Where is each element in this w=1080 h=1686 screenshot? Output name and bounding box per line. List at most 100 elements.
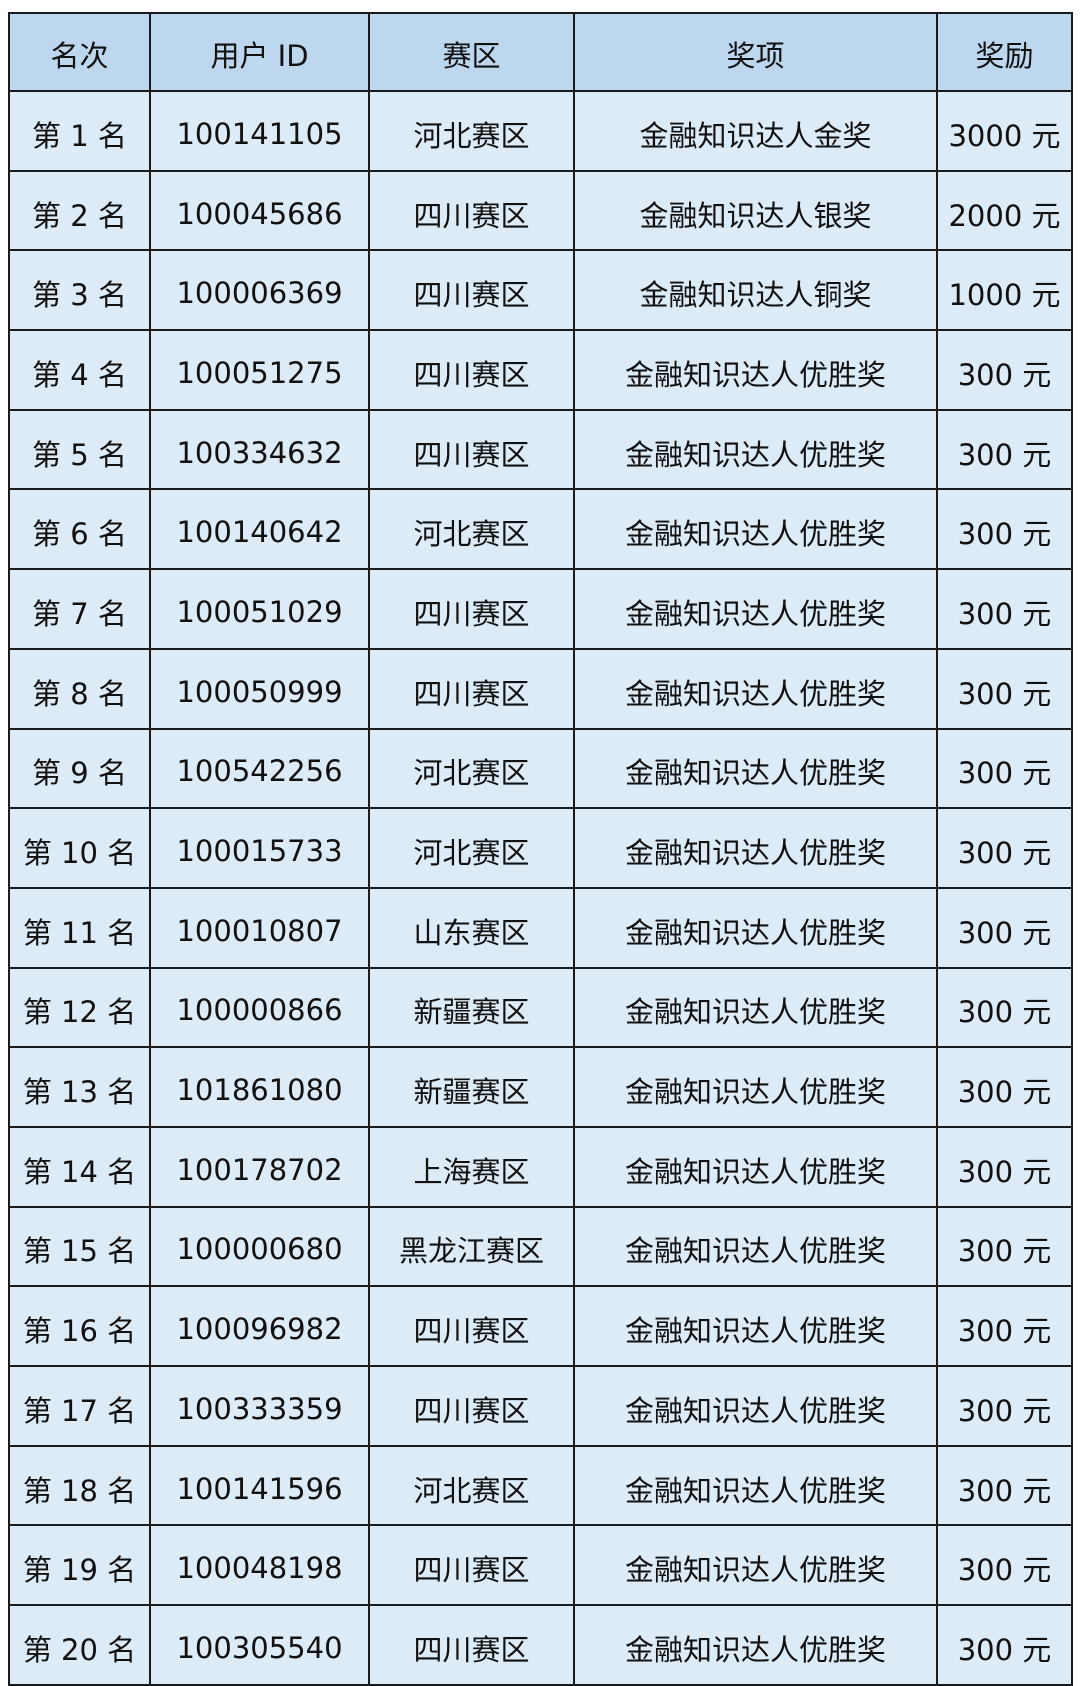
prize-cell: 2000 元: [936, 169, 1073, 252]
user-id-cell: 100006369: [149, 249, 370, 332]
header-row: 名次 用户 ID 赛区 奖项 奖励: [8, 12, 1073, 92]
award-cell: 金融知识达人金奖: [573, 90, 938, 172]
prize-cell: 300 元: [936, 1205, 1073, 1288]
ranking-table: 名次 用户 ID 赛区 奖项 奖励 第 1 名 100141105 河北赛区 金融知识…: [8, 12, 1073, 1686]
table-row: 第 17 名 100333359 四川赛区 金融知识达人优胜奖 300 元: [8, 1365, 1073, 1447]
region-cell: 四川赛区: [368, 1604, 575, 1686]
award-cell: 金融知识达人银奖: [573, 169, 938, 252]
rank-cell: 第 2 名: [8, 169, 151, 252]
rank-cell: 第 5 名: [8, 408, 151, 491]
award-cell: 金融知识达人优胜奖: [573, 886, 938, 969]
user-id-cell: 100051275: [149, 329, 370, 411]
prize-cell: 300 元: [936, 966, 1073, 1049]
table-row: 第 12 名 100000866 新疆赛区 金融知识达人优胜奖 300 元: [8, 966, 1073, 1049]
table-body: 第 1 名 100141105 河北赛区 金融知识达人金奖 3000 元第 2 名 100…: [8, 90, 1073, 1686]
table-row: 第 6 名 100140642 河北赛区 金融知识达人优胜奖 300 元: [8, 488, 1073, 571]
region-cell: 四川赛区: [368, 408, 575, 491]
user-id-cell: 100015733: [149, 807, 370, 889]
award-cell: 金融知识达人优胜奖: [573, 1046, 938, 1128]
prize-cell: 300 元: [936, 1604, 1073, 1686]
table-row: 第 7 名 100051029 四川赛区 金融知识达人优胜奖 300 元: [8, 568, 1073, 650]
header-award: 奖项: [573, 12, 938, 92]
table-row: 第 5 名 100334632 四川赛区 金融知识达人优胜奖 300 元: [8, 408, 1073, 491]
header-rank: 名次: [8, 12, 151, 92]
region-cell: 新疆赛区: [368, 1046, 575, 1128]
prize-cell: 300 元: [936, 1524, 1073, 1607]
rank-cell: 第 11 名: [8, 886, 151, 969]
rank-cell: 第 18 名: [8, 1444, 151, 1527]
table-row: 第 16 名 100096982 四川赛区 金融知识达人优胜奖 300 元: [8, 1285, 1073, 1367]
award-cell: 金融知识达人优胜奖: [573, 1444, 938, 1527]
region-cell: 河北赛区: [368, 1444, 575, 1527]
rank-cell: 第 7 名: [8, 568, 151, 650]
award-cell: 金融知识达人优胜奖: [573, 1604, 938, 1686]
user-id-cell: 100178702: [149, 1125, 370, 1208]
award-cell: 金融知识达人优胜奖: [573, 647, 938, 730]
user-id-cell: 100140642: [149, 488, 370, 571]
prize-cell: 300 元: [936, 807, 1073, 889]
award-cell: 金融知识达人优胜奖: [573, 1285, 938, 1367]
rank-cell: 第 12 名: [8, 966, 151, 1049]
rank-cell: 第 15 名: [8, 1205, 151, 1288]
rank-cell: 第 6 名: [8, 488, 151, 571]
region-cell: 新疆赛区: [368, 966, 575, 1049]
rank-cell: 第 17 名: [8, 1365, 151, 1447]
award-cell: 金融知识达人优胜奖: [573, 1205, 938, 1288]
award-cell: 金融知识达人优胜奖: [573, 568, 938, 650]
region-cell: 四川赛区: [368, 169, 575, 252]
award-cell: 金融知识达人铜奖: [573, 249, 938, 332]
prize-cell: 300 元: [936, 647, 1073, 730]
prize-cell: 300 元: [936, 1285, 1073, 1367]
table-row: 第 3 名 100006369 四川赛区 金融知识达人铜奖 1000 元: [8, 249, 1073, 332]
prize-cell: 300 元: [936, 727, 1073, 810]
region-cell: 山东赛区: [368, 886, 575, 969]
rank-cell: 第 3 名: [8, 249, 151, 332]
table-row: 第 9 名 100542256 河北赛区 金融知识达人优胜奖 300 元: [8, 727, 1073, 810]
rank-cell: 第 1 名: [8, 90, 151, 172]
prize-cell: 300 元: [936, 408, 1073, 491]
prize-cell: 300 元: [936, 886, 1073, 969]
award-cell: 金融知识达人优胜奖: [573, 488, 938, 571]
prize-cell: 300 元: [936, 1046, 1073, 1128]
user-id-cell: 101861080: [149, 1046, 370, 1128]
award-cell: 金融知识达人优胜奖: [573, 1524, 938, 1607]
user-id-cell: 100141105: [149, 90, 370, 172]
table-row: 第 1 名 100141105 河北赛区 金融知识达人金奖 3000 元: [8, 90, 1073, 172]
table-row: 第 20 名 100305540 四川赛区 金融知识达人优胜奖 300 元: [8, 1604, 1073, 1686]
region-cell: 四川赛区: [368, 647, 575, 730]
user-id-cell: 100051029: [149, 568, 370, 650]
user-id-cell: 100000866: [149, 966, 370, 1049]
region-cell: 四川赛区: [368, 249, 575, 332]
table-row: 第 18 名 100141596 河北赛区 金融知识达人优胜奖 300 元: [8, 1444, 1073, 1527]
region-cell: 四川赛区: [368, 329, 575, 411]
rank-cell: 第 13 名: [8, 1046, 151, 1128]
award-cell: 金融知识达人优胜奖: [573, 727, 938, 810]
prize-cell: 300 元: [936, 568, 1073, 650]
region-cell: 四川赛区: [368, 1524, 575, 1607]
user-id-cell: 100050999: [149, 647, 370, 730]
region-cell: 四川赛区: [368, 1365, 575, 1447]
user-id-cell: 100048198: [149, 1524, 370, 1607]
header-region: 赛区: [368, 12, 575, 92]
rank-cell: 第 19 名: [8, 1524, 151, 1607]
prize-cell: 3000 元: [936, 90, 1073, 172]
table-row: 第 15 名 100000680 黑龙江赛区 金融知识达人优胜奖 300 元: [8, 1205, 1073, 1288]
user-id-cell: 100334632: [149, 408, 370, 491]
header-prize: 奖励: [936, 12, 1073, 92]
table-row: 第 8 名 100050999 四川赛区 金融知识达人优胜奖 300 元: [8, 647, 1073, 730]
rank-cell: 第 20 名: [8, 1604, 151, 1686]
rank-cell: 第 10 名: [8, 807, 151, 889]
award-cell: 金融知识达人优胜奖: [573, 329, 938, 411]
award-cell: 金融知识达人优胜奖: [573, 1365, 938, 1447]
rank-cell: 第 14 名: [8, 1125, 151, 1208]
award-cell: 金融知识达人优胜奖: [573, 966, 938, 1049]
prize-cell: 1000 元: [936, 249, 1073, 332]
prize-cell: 300 元: [936, 329, 1073, 411]
user-id-cell: 100045686: [149, 169, 370, 252]
table-row: 第 4 名 100051275 四川赛区 金融知识达人优胜奖 300 元: [8, 329, 1073, 411]
rank-cell: 第 16 名: [8, 1285, 151, 1367]
table-row: 第 2 名 100045686 四川赛区 金融知识达人银奖 2000 元: [8, 169, 1073, 252]
award-cell: 金融知识达人优胜奖: [573, 408, 938, 491]
user-id-cell: 100542256: [149, 727, 370, 810]
user-id-cell: 100141596: [149, 1444, 370, 1527]
